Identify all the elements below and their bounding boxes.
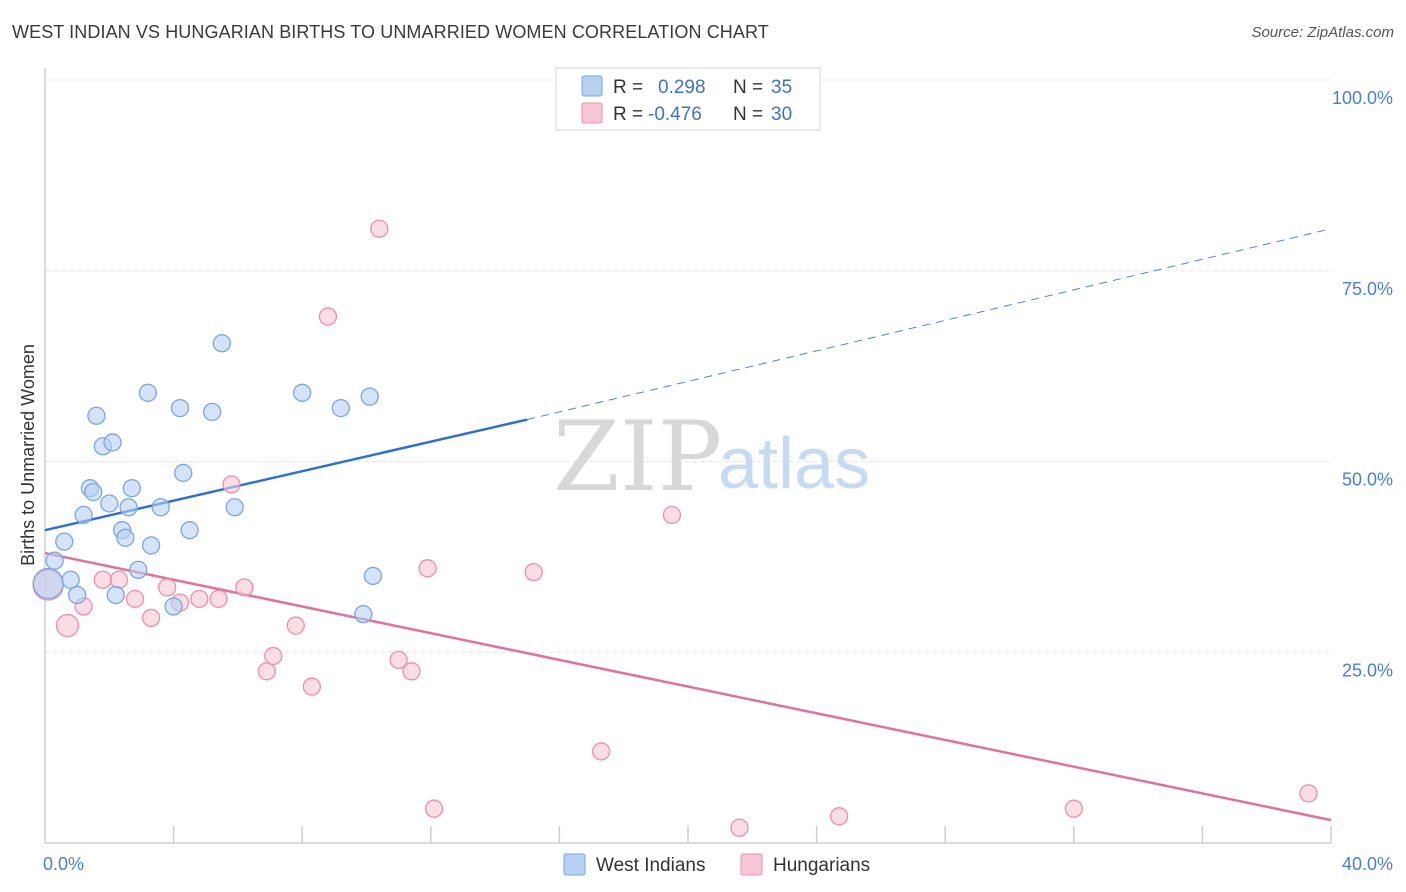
point-hungarians-25 xyxy=(662,505,682,525)
legend-n-value-hungarians: 30 xyxy=(771,104,792,125)
legend-n-value-west-indians: 35 xyxy=(771,77,792,98)
point-hungarians-22 xyxy=(424,799,444,818)
point-west-indians-25 xyxy=(203,402,222,422)
point-west-indians-2 xyxy=(55,532,74,551)
point-west-indians-12 xyxy=(106,585,125,605)
point-hungarians-23 xyxy=(524,562,543,582)
point-west-indians-7 xyxy=(84,482,103,502)
point-west-indians-32 xyxy=(363,566,383,586)
source-label: Source: ZipAtlas.com xyxy=(1251,24,1394,41)
point-hungarians-17 xyxy=(318,307,338,326)
x-tick-label-0: 0.0% xyxy=(43,854,84,874)
legend-bottom-west-indians: West Indians xyxy=(596,855,705,876)
legend-r-value-west-indians: 0.298 xyxy=(658,77,706,98)
point-west-indians-29 xyxy=(331,398,350,418)
y-tick-label-25: 25.0% xyxy=(1342,660,1393,680)
legend-swatch-west-indians xyxy=(581,75,603,97)
legend-r-label-2: R = xyxy=(613,104,643,125)
gridlines xyxy=(45,79,1331,653)
trend-lines xyxy=(44,228,1332,822)
point-west-indians-20 xyxy=(151,498,170,517)
point-west-indians-24 xyxy=(180,521,199,540)
point-west-indians-14 xyxy=(116,528,135,547)
legend-bottom-hungarians: Hungarians xyxy=(773,855,870,876)
point-hungarians-10 xyxy=(209,589,228,608)
point-hungarians-24 xyxy=(592,742,611,761)
point-west-indians-31 xyxy=(360,387,379,406)
point-hungarians-14 xyxy=(264,646,283,666)
point-west-indians-15 xyxy=(119,498,138,517)
legend-top: R = 0.298 N = 35 R = -0.476 N = 30 xyxy=(555,67,821,131)
trend-line-hungarians xyxy=(44,551,1332,822)
point-hungarians-13 xyxy=(257,662,276,681)
y-tick-labels: 25.0% 50.0% 75.0% 100.0% xyxy=(1332,88,1393,680)
point-west-indians-26 xyxy=(212,334,231,353)
point-hungarians-26 xyxy=(730,818,749,837)
data-points xyxy=(32,219,1318,837)
point-west-indians-28 xyxy=(293,383,312,402)
y-tick-label-75: 75.0% xyxy=(1342,279,1393,299)
point-hungarians-19 xyxy=(389,650,408,670)
legend-bottom-swatch-hungarians xyxy=(740,853,763,876)
watermark-zip: ZIP xyxy=(553,401,722,513)
y-axis-label: Births to Unmarried Women xyxy=(18,344,38,566)
point-west-indians-21 xyxy=(164,597,183,616)
point-west-indians-5 xyxy=(74,505,93,525)
legend-n-label-2: N = xyxy=(733,104,763,125)
point-hungarians-15 xyxy=(286,616,305,635)
point-hungarians-1 xyxy=(55,613,80,638)
point-hungarians-6 xyxy=(141,608,161,628)
point-hungarians-21 xyxy=(418,559,437,578)
point-west-indians-3 xyxy=(61,570,80,589)
trend-line-west-indians-extrapolated xyxy=(527,228,1332,421)
point-hungarians-12 xyxy=(235,578,254,597)
legend-swatch-hungarians xyxy=(581,102,603,124)
point-hungarians-29 xyxy=(1299,784,1318,803)
y-tick-label-100: 100.0% xyxy=(1332,88,1393,108)
point-west-indians-30 xyxy=(354,604,373,624)
point-west-indians-19 xyxy=(141,536,161,555)
legend-n-label: N = xyxy=(733,77,763,98)
point-west-indians-17 xyxy=(129,560,148,579)
x-tick-labels: 0.0% 40.0% xyxy=(43,854,1393,874)
point-hungarians-20 xyxy=(402,662,421,681)
point-hungarians-16 xyxy=(302,677,321,696)
point-west-indians-27 xyxy=(225,498,244,517)
y-tick-label-50: 50.0% xyxy=(1342,470,1393,490)
point-hungarians-3 xyxy=(93,570,113,589)
chart-title: WEST INDIAN VS HUNGARIAN BIRTHS TO UNMAR… xyxy=(12,22,769,42)
point-west-indians-18 xyxy=(138,383,158,402)
point-hungarians-28 xyxy=(1064,799,1083,818)
point-hungarians-5 xyxy=(125,589,145,608)
point-hungarians-27 xyxy=(829,807,849,826)
point-west-indians-10 xyxy=(100,494,119,513)
point-west-indians-11 xyxy=(103,433,122,452)
point-west-indians-4 xyxy=(68,585,87,605)
watermark-atlas: atlas xyxy=(718,424,870,504)
legend-bottom-swatch-west-indians xyxy=(563,853,586,876)
point-west-indians-22 xyxy=(170,398,190,418)
point-hungarians-4 xyxy=(109,570,129,589)
point-west-indians-16 xyxy=(122,479,141,498)
point-hungarians-7 xyxy=(158,578,177,597)
legend-r-label: R = xyxy=(613,77,643,98)
legend-r-value-hungarians: -0.476 xyxy=(648,104,702,125)
point-west-indians-1 xyxy=(45,551,64,570)
legend-bottom: West Indians Hungarians xyxy=(563,853,870,876)
point-hungarians-11 xyxy=(222,475,241,494)
point-hungarians-18 xyxy=(370,219,389,238)
point-west-indians-0 xyxy=(32,567,64,600)
point-west-indians-8 xyxy=(87,406,106,425)
point-hungarians-9 xyxy=(190,589,209,608)
x-ticks xyxy=(172,826,1332,843)
x-tick-label-40: 40.0% xyxy=(1342,854,1393,874)
point-west-indians-23 xyxy=(174,463,193,483)
